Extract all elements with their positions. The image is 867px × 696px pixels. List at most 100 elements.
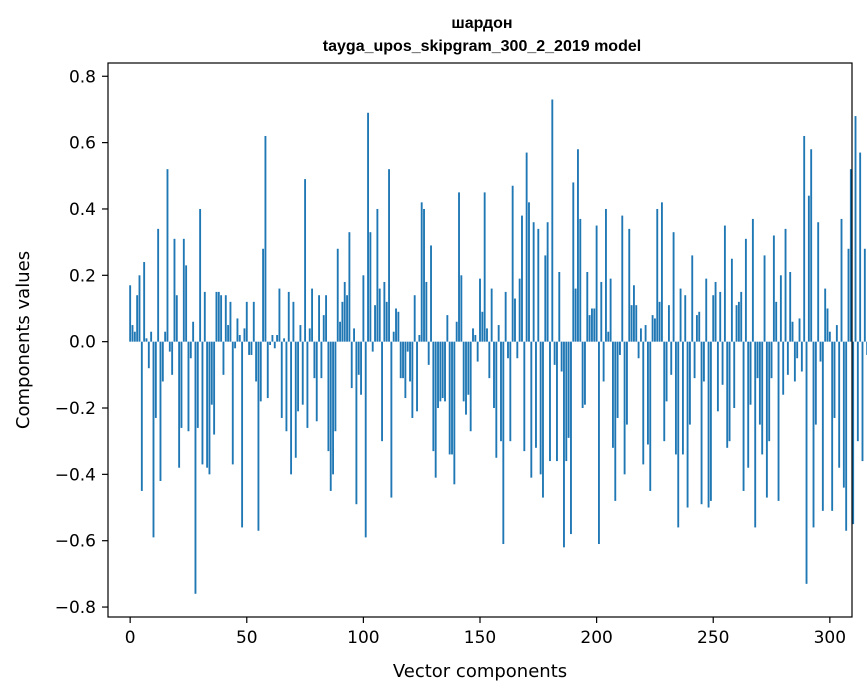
bar [542,341,544,498]
bar [658,301,661,342]
bar [728,341,731,442]
bar [563,341,565,548]
bar [250,341,253,355]
bar [497,325,500,342]
bar [584,341,586,405]
bar [798,318,801,342]
bar [129,285,132,342]
bar [812,341,815,528]
x-tick-label: 300 [814,628,846,648]
bar [479,278,481,342]
bar [376,208,379,342]
bar [651,315,654,342]
bar [201,341,204,465]
bar [367,112,369,342]
bar [404,341,407,399]
bar [609,278,612,342]
bar [334,341,337,432]
bar [199,208,202,342]
bar [469,341,472,432]
bar [161,341,164,382]
bar [530,341,533,478]
bar [360,341,362,395]
bar [672,232,675,342]
bar [516,341,519,359]
bar [607,331,610,342]
bar [507,341,509,359]
bar [500,341,502,442]
bar [196,341,199,428]
bar [159,341,162,481]
bar [742,341,745,491]
bar [660,202,663,342]
bar [378,288,381,342]
bar [189,341,192,359]
bar [854,116,857,342]
bar [203,291,206,342]
bar [838,341,841,468]
bar [852,341,855,525]
bar [437,341,439,409]
y-tick-label: 0.8 [69,67,96,87]
bar [194,341,197,594]
bar [551,99,554,342]
bar [178,341,181,468]
bar [208,341,211,475]
bar [173,238,176,342]
bar [521,215,523,342]
bar [336,248,339,342]
bar [796,341,799,359]
bar [842,341,845,488]
bar [318,295,321,342]
y-tick-label: −0.4 [55,465,96,485]
bar [455,321,458,342]
bar [420,202,423,342]
bar [723,225,726,342]
bar [532,222,535,342]
bar [371,341,374,352]
bar [791,321,794,342]
bar [444,341,446,402]
bar [364,341,367,538]
bar [817,222,820,342]
bar [616,341,619,418]
bar [164,331,167,342]
bar [262,248,265,342]
bar [453,341,456,485]
bar [192,321,195,342]
bar [574,288,577,342]
x-tick-label: 250 [697,628,729,648]
y-axis-label: Components values [13,251,34,429]
bar [157,228,160,342]
bar [182,238,185,342]
x-tick-label: 0 [125,628,136,648]
chart-subtitle: tayga_upos_skipgram_300_2_2019 model [323,38,641,55]
bar [730,258,733,342]
bar [653,318,656,342]
bar [567,341,570,438]
bar [751,218,754,342]
bar [670,341,673,375]
bar [236,318,239,342]
bar [476,341,479,362]
bar [131,325,134,342]
bar [343,281,346,342]
chart-title: шардон [451,15,512,32]
bar [847,248,850,342]
bar [150,331,153,342]
bar [744,238,747,342]
bar [490,288,493,342]
bar [231,341,234,465]
bar [339,321,341,342]
bar [399,341,402,379]
bar [409,341,411,382]
bar [327,341,330,452]
bar [493,341,495,409]
bar [313,341,316,379]
bar [462,341,465,402]
bar [271,335,274,342]
bar [397,311,400,342]
bar [299,325,302,342]
bar [581,341,584,409]
bar [264,135,267,342]
